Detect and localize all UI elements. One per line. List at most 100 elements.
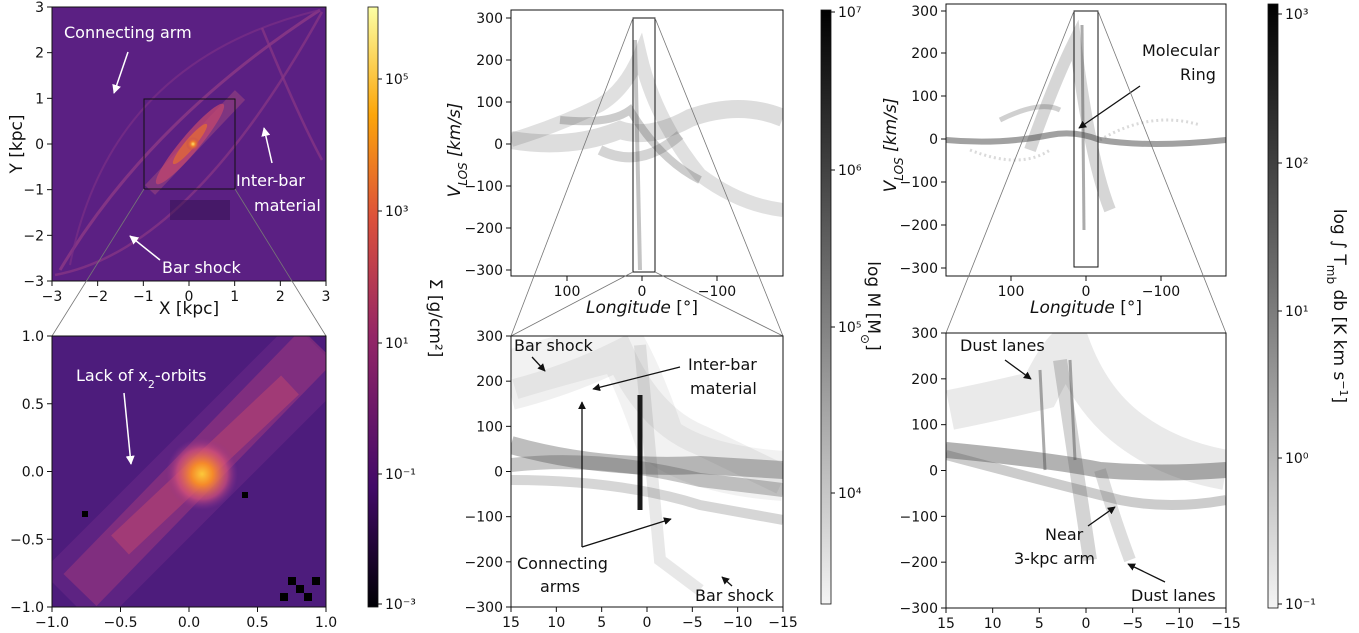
annotation-bar-shock: Bar shock: [162, 258, 242, 277]
colorbar-tick-label: 10³: [1285, 7, 1308, 23]
zoom-connector-top-right-2: [654, 17, 784, 337]
y-tick-label: 200: [911, 46, 938, 62]
colorbar-mass: 10⁴ 10⁵ 10⁶ 10⁷ log M [M⊙]: [820, 5, 883, 605]
arrow-bar-shock-top: [531, 356, 546, 372]
x-tick-label: 5: [597, 615, 606, 631]
panel-lv-sim-zoom: 15 10 5 0 −5 −10 −15 300 200 100 0 −100 −200 −300 Bar…: [465, 329, 798, 631]
zoom-connector-right-3: [1097, 10, 1227, 334]
y-tick-label: 100: [476, 419, 503, 435]
panel-faceon-zoom: −1.0 −0.5 0.0 0.5 1.0 1.0 0.5 0.0 −0.5 −1.0 Lack …: [10, 329, 337, 631]
x-tick-label: 0.5: [246, 615, 268, 631]
zoom-connector-right-1: [234, 188, 327, 337]
lvsim-background: [511, 10, 783, 276]
colorbar-tick-label: 10⁶: [838, 163, 862, 179]
x-tick-label: −0.5: [104, 615, 138, 631]
y-tick-label: −300: [900, 601, 938, 617]
annotation-bar-shock-bottom: Bar shock: [695, 586, 775, 605]
panel-lv-sim-full: VLOS [km/s] Longitude [°] 100 0 −100 300 200…: [445, 9, 784, 318]
arrow-connecting-arm: [112, 51, 129, 94]
y-tick-label: −3: [23, 274, 44, 290]
panel-faceon-map: Y [kpc] X [kpc] −3 −2 −1 0 1 2 3 3 2 1 0 −1 −2 −3 Con…: [7, 0, 330, 319]
y-tick-label: −100: [465, 179, 503, 195]
lvsim-zoom-background: [511, 336, 783, 607]
x-tick-label: 100: [998, 284, 1025, 300]
x-tick-label: −2: [87, 289, 108, 305]
lvsim-ylabel: VLOS [km/s]: [445, 103, 470, 198]
annotation-bar-shock-top: Bar shock: [514, 336, 594, 355]
arrow-3kpc-arm: [1087, 506, 1116, 527]
x-tick-label: 2: [276, 289, 285, 305]
y-tick-label: −200: [900, 218, 938, 234]
colorbar-intensity: 10⁻¹ 10⁰ 10¹ 10² 10³ log ∫ Tmb db [K km s−1]: [1267, 3, 1351, 613]
x-tick-label: 1: [230, 289, 239, 305]
y-tick-label: 2: [35, 46, 44, 62]
x-tick-label: −1.0: [35, 615, 69, 631]
y-tick-label: 300: [911, 326, 938, 342]
lvsim-xlabel: Longitude [°]: [586, 298, 698, 318]
zoom-connector-left-2: [510, 271, 634, 337]
y-tick-label: 0: [929, 464, 938, 480]
faceon-xlabel: X [kpc]: [159, 299, 219, 319]
y-tick-label: −0.5: [10, 532, 44, 548]
y-tick-label: 300: [911, 4, 938, 20]
y-tick-label: −200: [900, 555, 938, 571]
annotation-inter-bar-sim-2: material: [690, 379, 757, 398]
arrow-lack-x2: [123, 392, 135, 465]
colorbar-mass-gradient: [820, 9, 832, 605]
zoom-density: [52, 336, 326, 607]
y-tick-label: 0.0: [22, 465, 44, 481]
zoom-connector-left-3: [945, 10, 1075, 334]
colorbar-tick-label: 10⁻¹: [1285, 597, 1316, 613]
lvobs-zoom-ticks: 15 10 5 0 −5 −10 −15 300 200 100 0 −100 −200 −300: [900, 326, 1241, 632]
x-tick-label: −1: [133, 289, 154, 305]
lvobs-density: [946, 19, 1226, 231]
colorbar-tick-label: 10⁵: [838, 320, 861, 336]
lvobs-ylabel: VLOS [km/s]: [881, 98, 906, 193]
arrow-molecular-ring: [1078, 85, 1141, 129]
y-tick-label: 100: [911, 89, 938, 105]
arrow-dust-lanes-top: [1004, 359, 1032, 380]
arrow-inter-bar: [261, 127, 273, 164]
annotation-inter-bar-2: material: [254, 196, 321, 215]
x-tick-label: 1.0: [315, 615, 337, 631]
lvobs-zoom-box: [1073, 10, 1099, 268]
faceon-ylabel: Y [kpc]: [7, 114, 27, 174]
colorbar-tick-label: 10⁴: [838, 486, 862, 502]
lvsim-zoom-box: [632, 17, 656, 273]
y-tick-label: −100: [465, 510, 503, 526]
x-tick-label: 15: [502, 615, 520, 631]
x-tick-label: 0: [638, 284, 647, 300]
y-tick-label: −100: [900, 509, 938, 525]
colorbar-tick-label: 10⁻³: [385, 597, 416, 613]
annotation-dust-lanes-top: Dust lanes: [960, 336, 1045, 355]
y-tick-label: 100: [476, 95, 503, 111]
y-tick-label: 1.0: [22, 329, 44, 345]
faceon-zoom-box: [143, 98, 236, 190]
lvobs-xlabel: Longitude [°]: [1030, 298, 1142, 318]
y-tick-label: 0: [929, 132, 938, 148]
y-tick-label: −200: [465, 555, 503, 571]
x-tick-label: −10: [723, 615, 753, 631]
annotation-connecting-arm: Connecting arm: [64, 23, 192, 42]
colorbar-mass-label: log M [M⊙]: [858, 261, 883, 350]
y-tick-label: −1: [23, 183, 44, 199]
panel-lv-obs-zoom: 15 10 5 0 −5 −10 −15 300 200 100 0 −100 −200 −300 Dus…: [900, 326, 1241, 632]
faceon-ticks: −3 −2 −1 0 1 2 3 3 2 1 0 −1 −2 −3: [23, 0, 330, 305]
colorbar-mass-ticks: 10⁴ 10⁵ 10⁶ 10⁷: [831, 5, 862, 502]
annotation-connecting-1: Connecting: [517, 554, 608, 573]
colorbar-tick-label: 10³: [385, 204, 408, 220]
x-tick-label: 100: [554, 284, 581, 300]
x-tick-label: 0: [1082, 284, 1091, 300]
y-tick-label: 100: [911, 418, 938, 434]
y-tick-label: −2: [23, 228, 44, 244]
annotation-ring: Ring: [1180, 65, 1216, 84]
x-tick-label: −100: [1142, 284, 1180, 300]
y-tick-label: −300: [465, 600, 503, 616]
x-tick-label: 5: [1035, 616, 1044, 632]
y-tick-label: 3: [35, 0, 44, 16]
x-tick-label: −15: [768, 615, 798, 631]
annotation-3kpc-arm: 3-kpc arm: [1014, 549, 1095, 568]
colorbar-tick-label: 10²: [1285, 156, 1308, 172]
annotation-molecular: Molecular: [1142, 41, 1220, 60]
x-tick-label: 10: [984, 616, 1002, 632]
